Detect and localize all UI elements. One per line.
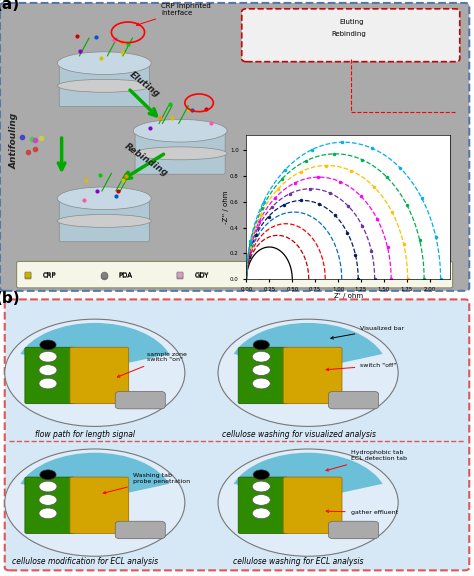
Text: Eluting: Eluting [339,18,364,25]
Circle shape [252,378,270,389]
Circle shape [39,495,57,505]
Y-axis label: -Z'' / ohm: -Z'' / ohm [223,191,228,224]
Text: CRP: CRP [43,273,56,279]
FancyBboxPatch shape [59,62,149,107]
Circle shape [253,470,269,480]
Text: cellulose modification for ECL analysis: cellulose modification for ECL analysis [12,558,158,566]
Circle shape [39,378,57,389]
FancyBboxPatch shape [328,521,379,539]
Circle shape [39,351,57,362]
Text: Hydrophobic tab
ECL detection tab: Hydrophobic tab ECL detection tab [326,450,407,471]
FancyBboxPatch shape [0,3,469,291]
FancyBboxPatch shape [5,300,469,570]
FancyBboxPatch shape [283,477,342,533]
Circle shape [40,470,56,480]
Wedge shape [234,323,383,370]
FancyBboxPatch shape [25,347,75,404]
FancyBboxPatch shape [17,262,453,288]
FancyBboxPatch shape [283,347,342,404]
Circle shape [252,495,270,505]
Circle shape [40,340,56,350]
Ellipse shape [389,34,436,40]
Wedge shape [20,453,169,500]
FancyBboxPatch shape [389,24,436,48]
Circle shape [253,340,269,350]
FancyBboxPatch shape [238,347,288,404]
Ellipse shape [133,147,227,160]
Text: Rebinding: Rebinding [332,31,366,37]
Circle shape [39,508,57,519]
Text: Washing tab
probe penetration: Washing tab probe penetration [103,473,190,494]
Text: sample zone
switch "on": sample zone switch "on" [118,352,187,377]
Text: gather effluent: gather effluent [326,510,398,515]
FancyBboxPatch shape [115,392,165,409]
Wedge shape [234,453,383,500]
Ellipse shape [57,79,151,92]
X-axis label: Z' / ohm: Z' / ohm [334,293,363,300]
Ellipse shape [57,214,151,228]
Text: (a): (a) [0,0,19,12]
Circle shape [252,365,270,376]
Text: GDY: GDY [194,272,209,278]
Text: switch "off": switch "off" [326,363,396,371]
Text: Nonspecific protein: Nonspecific protein [337,273,404,279]
Circle shape [252,351,270,362]
FancyBboxPatch shape [135,129,225,174]
FancyBboxPatch shape [70,477,128,533]
FancyBboxPatch shape [59,197,149,242]
Text: cellulose washing for ECL analysis: cellulose washing for ECL analysis [233,558,364,566]
FancyBboxPatch shape [328,392,379,409]
Text: PDA: PDA [118,272,133,278]
Circle shape [39,365,57,376]
Ellipse shape [57,187,151,210]
FancyBboxPatch shape [25,477,75,533]
Circle shape [39,481,57,492]
Circle shape [218,449,398,556]
FancyBboxPatch shape [261,24,308,48]
Circle shape [252,481,270,492]
Circle shape [252,508,270,519]
Ellipse shape [261,20,308,31]
Text: CRP imprinted
interface: CRP imprinted interface [137,3,211,26]
Text: PEG: PEG [275,273,289,279]
Text: Visualized bar: Visualized bar [331,327,404,339]
Text: Antifouling: Antifouling [9,113,18,169]
FancyBboxPatch shape [238,477,288,533]
Text: CRP: CRP [43,272,56,278]
Wedge shape [20,323,169,370]
Ellipse shape [133,119,227,142]
Text: flow path for length signal: flow path for length signal [36,430,135,439]
Circle shape [218,319,398,426]
Ellipse shape [389,20,436,31]
Text: (b): (b) [0,291,20,306]
Text: PDA: PDA [118,273,133,279]
Ellipse shape [57,52,151,74]
Text: Rebinding: Rebinding [123,142,170,178]
Text: Nonspecific protein: Nonspecific protein [337,272,404,278]
Circle shape [5,449,185,556]
Text: PEG: PEG [275,272,289,278]
Circle shape [5,319,185,426]
FancyBboxPatch shape [70,347,128,404]
FancyBboxPatch shape [115,521,165,539]
FancyBboxPatch shape [242,9,460,62]
Text: GDY: GDY [194,273,209,279]
Ellipse shape [261,34,308,40]
Text: cellulose washing for visualized analysis: cellulose washing for visualized analysi… [222,430,375,439]
Text: Eluting: Eluting [128,70,162,99]
